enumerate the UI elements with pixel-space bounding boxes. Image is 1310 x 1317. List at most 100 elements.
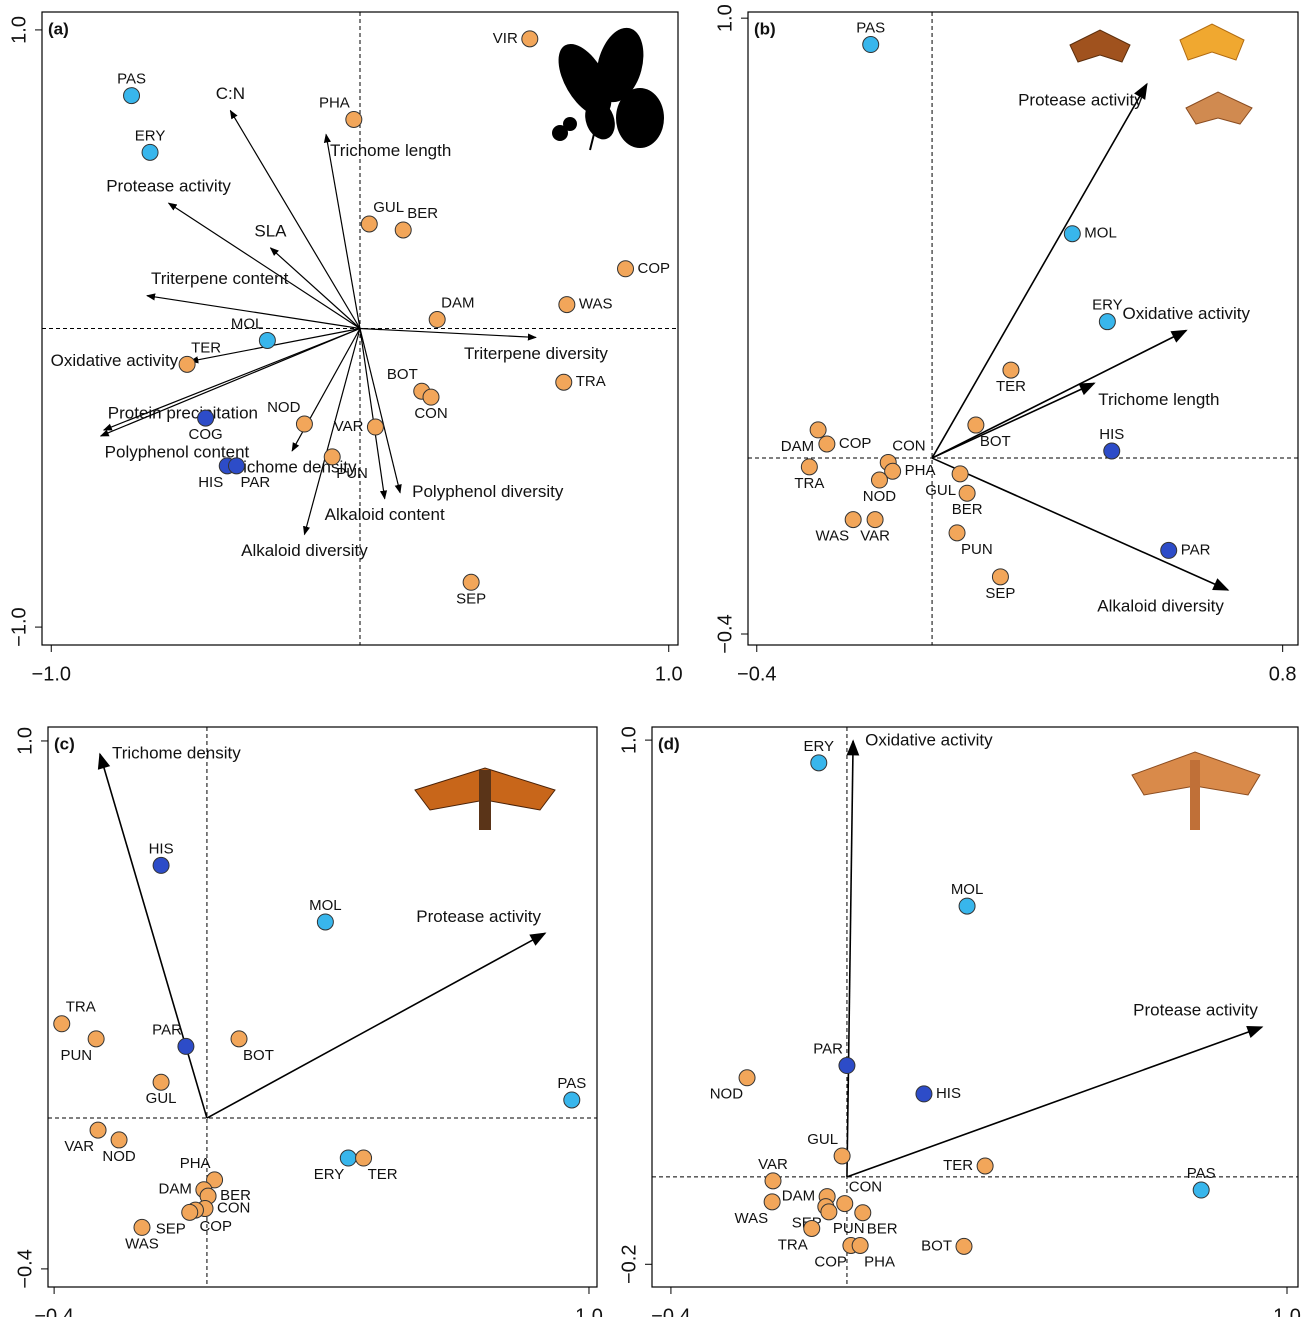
point-label: PAR xyxy=(241,474,271,491)
leaf-inset xyxy=(548,23,664,150)
arrow-label: Oxidative activity xyxy=(865,730,993,749)
species-point xyxy=(811,755,827,771)
point-label: DAM xyxy=(159,1181,192,1198)
loading-arrow xyxy=(100,754,207,1118)
species-point xyxy=(1099,314,1115,330)
species-point xyxy=(871,472,887,488)
point-label: TRA xyxy=(66,999,96,1016)
arrow-label: SLA xyxy=(254,221,287,240)
species-point xyxy=(821,1204,837,1220)
species-point xyxy=(804,1220,820,1236)
point-label: PAS xyxy=(856,20,885,37)
point-label: COG xyxy=(189,426,223,443)
species-point xyxy=(229,458,245,474)
species-point xyxy=(423,389,439,405)
species-point xyxy=(845,512,861,528)
arrow-label: Protease activity xyxy=(1133,1001,1258,1020)
species-point xyxy=(764,1194,780,1210)
panel: −0.41.01.0−0.4(c)Trichome densityProteas… xyxy=(14,727,603,1317)
point-label: PHA xyxy=(905,462,936,479)
species-point xyxy=(916,1086,932,1102)
point-label: ERY xyxy=(1092,297,1123,314)
point-label: CON xyxy=(217,1200,250,1217)
species-point xyxy=(259,332,275,348)
point-label: ERY xyxy=(314,1166,345,1183)
x-tick-label: 1.0 xyxy=(1273,1305,1301,1317)
point-label: PAS xyxy=(557,1075,586,1092)
species-point xyxy=(556,374,572,390)
species-point xyxy=(977,1158,993,1174)
point-label: SEP xyxy=(456,590,486,607)
loading-arrow xyxy=(360,329,536,338)
species-point xyxy=(142,144,158,160)
point-label: COP xyxy=(199,1218,232,1235)
point-label: TRA xyxy=(576,373,606,390)
point-label: TER xyxy=(191,339,221,356)
species-point xyxy=(395,222,411,238)
point-label: VIR xyxy=(493,30,518,47)
x-tick-label: −1.0 xyxy=(32,663,71,685)
point-label: PUN xyxy=(833,1220,865,1237)
point-label: HIS xyxy=(149,840,174,857)
y-tick-label: 1.0 xyxy=(714,4,736,32)
species-point xyxy=(837,1196,853,1212)
point-label: DAM xyxy=(781,438,814,455)
species-point xyxy=(855,1205,871,1221)
species-point xyxy=(356,1150,372,1166)
point-label: VAR xyxy=(758,1156,788,1173)
point-label: PHA xyxy=(864,1253,895,1270)
point-label: BOT xyxy=(243,1047,274,1064)
point-label: MOL xyxy=(309,897,342,914)
point-label: NOD xyxy=(102,1148,136,1165)
point-label: HIS xyxy=(198,474,223,491)
point-label: GUL xyxy=(373,199,404,216)
point-label: PAR xyxy=(1181,541,1211,558)
point-label: CON xyxy=(892,437,925,454)
point-label: BOT xyxy=(921,1237,952,1254)
point-label: PHA xyxy=(319,94,350,111)
species-point xyxy=(559,297,575,313)
point-label: VAR xyxy=(64,1138,94,1155)
arrow-label: Protease activity xyxy=(106,177,231,196)
species-point xyxy=(867,512,883,528)
species-point xyxy=(429,312,445,328)
species-point xyxy=(124,88,140,104)
point-label: PAR xyxy=(813,1041,843,1058)
arrow-label: Oxidative activity xyxy=(51,351,179,370)
species-point xyxy=(324,449,340,465)
point-label: MOL xyxy=(951,881,984,898)
arrow-label: Trichome length xyxy=(1098,390,1219,409)
y-tick-label: −0.2 xyxy=(618,1245,640,1284)
panel-label: (c) xyxy=(54,734,75,753)
x-tick-label: −0.4 xyxy=(737,663,776,685)
point-label: COP xyxy=(814,1253,847,1270)
point-label: DAM xyxy=(782,1188,815,1205)
species-point xyxy=(968,417,984,433)
panel-label: (b) xyxy=(754,19,776,38)
species-point xyxy=(839,1058,855,1074)
species-point xyxy=(992,569,1008,585)
point-label: NOD xyxy=(863,488,897,505)
plot-frame xyxy=(48,727,597,1287)
species-point xyxy=(340,1150,356,1166)
arrow-label: Triterpene diversity xyxy=(464,344,608,363)
x-tick-label: −0.4 xyxy=(34,1305,73,1317)
arrow-label: Protease activity xyxy=(416,907,541,926)
point-label: PAS xyxy=(117,71,146,88)
species-point xyxy=(361,216,377,232)
point-label: TRA xyxy=(778,1236,808,1253)
species-point xyxy=(959,898,975,914)
point-label: TER xyxy=(368,1166,398,1183)
species-point xyxy=(346,111,362,127)
species-point xyxy=(178,1038,194,1054)
species-point xyxy=(952,466,968,482)
species-point xyxy=(198,410,214,426)
species-point xyxy=(367,419,383,435)
figure: −1.01.0−1.01.0(a)C:NTrichome lengthProte… xyxy=(0,0,1310,1317)
moth-inset-c xyxy=(415,768,555,830)
species-point xyxy=(1161,542,1177,558)
point-label: WAS xyxy=(735,1210,769,1227)
arrow-label: Trichome length xyxy=(330,141,451,160)
species-point xyxy=(317,914,333,930)
point-label: MOL xyxy=(1084,225,1117,242)
